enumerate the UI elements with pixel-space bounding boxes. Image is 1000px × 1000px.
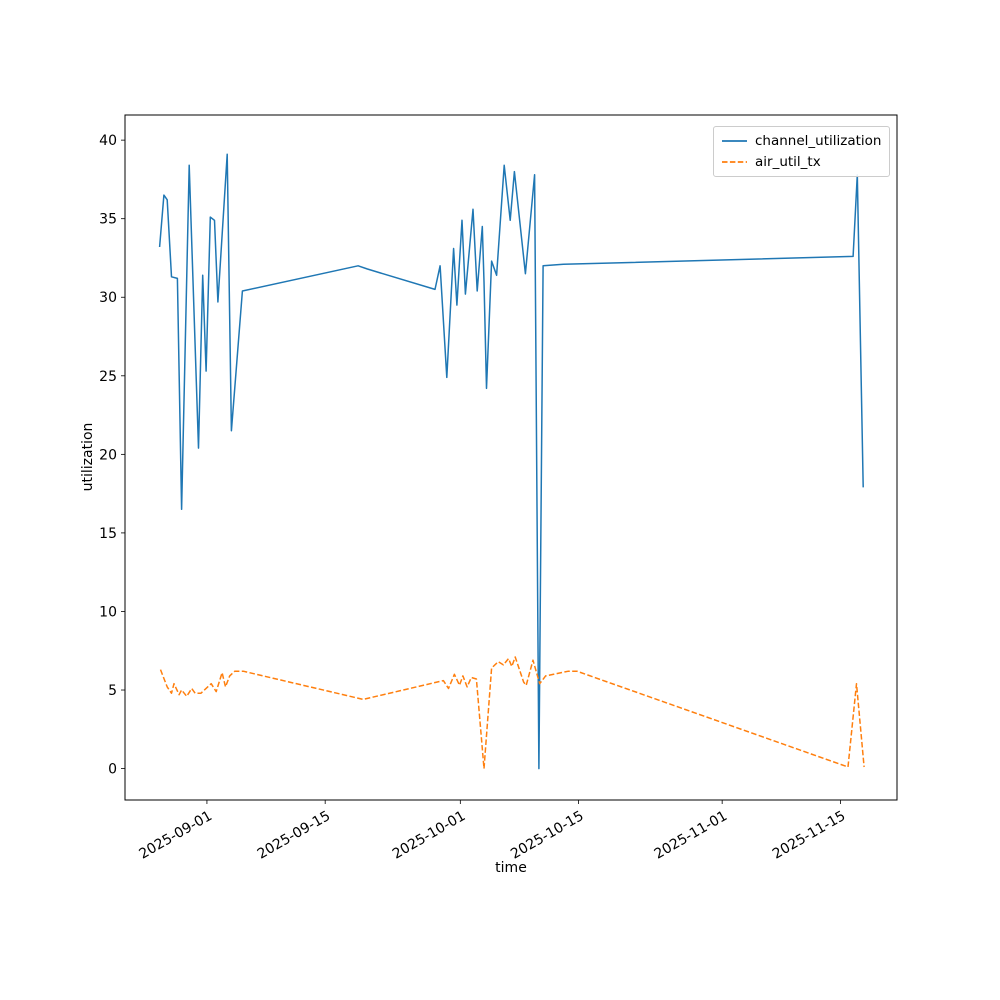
legend-line-sample xyxy=(722,161,747,163)
y-tick-label: 0 xyxy=(108,762,117,778)
x-tick-label: 2025-09-15 xyxy=(255,808,333,863)
x-tick-label: 2025-09-01 xyxy=(136,808,214,863)
y-tick-label: 20 xyxy=(99,447,117,463)
y-axis-label: utilization xyxy=(80,423,96,492)
legend-entry-channel_utilization: channel_utilization xyxy=(722,132,882,150)
y-tick-label: 40 xyxy=(99,133,117,149)
x-tick-label: 2025-10-15 xyxy=(508,808,586,863)
x-tick-label: 2025-11-01 xyxy=(652,808,730,863)
legend-label: air_util_tx xyxy=(755,154,821,170)
x-axis-label: time xyxy=(495,860,527,876)
y-tick-label: 25 xyxy=(99,369,117,385)
y-tick-label: 30 xyxy=(99,290,117,306)
legend-entry-air_util_tx: air_util_tx xyxy=(722,153,881,171)
x-tick-label: 2025-10-01 xyxy=(390,808,468,863)
plot-frame xyxy=(124,114,898,801)
legend: channel_utilization air_util_tx xyxy=(713,126,890,177)
legend-line-sample xyxy=(722,140,747,142)
x-axis-ticks: 2025-09-01 2025-09-15 2025-10-01 2025-10-15… xyxy=(136,800,848,863)
y-tick-label: 35 xyxy=(99,212,117,228)
series-lines xyxy=(158,153,865,770)
y-tick-label: 10 xyxy=(99,604,117,620)
y-axis-ticks: 0 5 10 15 20 25 30 35 40 xyxy=(99,133,125,778)
x-tick-label: 2025-11-15 xyxy=(770,808,848,863)
series-line-channel_utilization xyxy=(158,153,864,770)
series-line-air_util_tx xyxy=(159,656,865,770)
legend-label: channel_utilization xyxy=(755,133,882,149)
y-tick-label: 5 xyxy=(108,683,117,699)
y-tick-label: 15 xyxy=(99,526,117,542)
